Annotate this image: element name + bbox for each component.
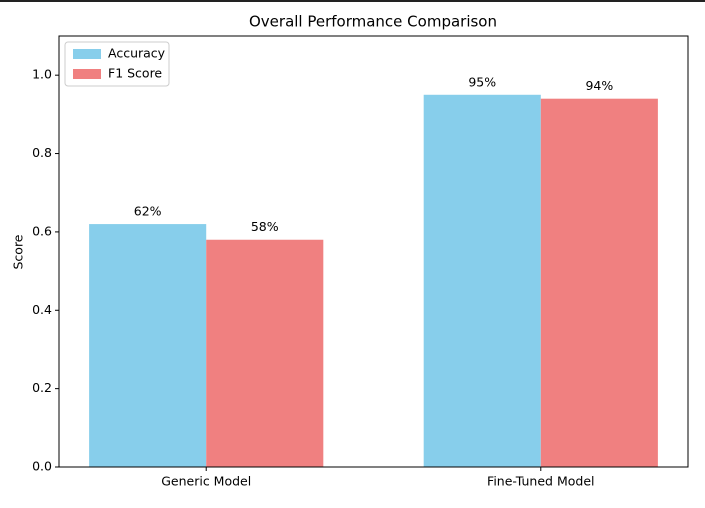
y-tick-label: 1.0 bbox=[32, 67, 52, 82]
bar bbox=[89, 224, 207, 467]
legend-swatch bbox=[73, 69, 101, 79]
y-axis-label: Score bbox=[11, 234, 26, 269]
y-tick-label: 0.2 bbox=[32, 380, 52, 395]
value-label: 94% bbox=[585, 78, 613, 93]
value-label: 62% bbox=[134, 204, 162, 219]
legend-swatch bbox=[73, 49, 101, 59]
y-tick-label: 0.4 bbox=[32, 302, 52, 317]
bar bbox=[540, 98, 658, 467]
y-tick-label: 0.8 bbox=[32, 145, 52, 160]
chart-title: Overall Performance Comparison bbox=[249, 13, 497, 31]
value-label: 58% bbox=[251, 219, 279, 234]
y-tick-label: 0.6 bbox=[32, 223, 52, 238]
plot-frame bbox=[58, 35, 689, 468]
bar bbox=[206, 239, 324, 467]
legend-label: Accuracy bbox=[108, 46, 166, 61]
value-label: 95% bbox=[468, 74, 496, 89]
y-tick-label: 0.0 bbox=[32, 459, 52, 474]
bar bbox=[423, 94, 541, 467]
legend-label: F1 Score bbox=[108, 66, 162, 81]
x-tick-label: Generic Model bbox=[161, 474, 251, 489]
x-tick-label: Fine-Tuned Model bbox=[487, 474, 594, 489]
